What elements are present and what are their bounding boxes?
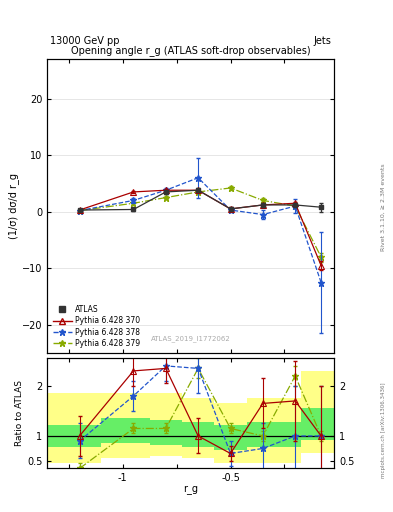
Bar — [101, 393, 150, 458]
Bar — [274, 422, 301, 447]
Bar — [274, 398, 301, 463]
Text: Rivet 3.1.10, ≥ 2.3M events: Rivet 3.1.10, ≥ 2.3M events — [381, 163, 386, 251]
Bar — [47, 393, 101, 463]
X-axis label: r_g: r_g — [183, 485, 198, 495]
Bar — [247, 422, 274, 447]
Text: 13000 GeV pp: 13000 GeV pp — [50, 36, 119, 46]
Bar — [182, 422, 214, 447]
Legend: ATLAS, Pythia 6.428 370, Pythia 6.428 378, Pythia 6.428 379: ATLAS, Pythia 6.428 370, Pythia 6.428 37… — [51, 304, 141, 350]
Bar — [101, 418, 150, 443]
Title: Opening angle r_g (ATLAS soft-drop observables): Opening angle r_g (ATLAS soft-drop obser… — [71, 46, 310, 56]
Bar — [301, 371, 334, 454]
Y-axis label: Ratio to ATLAS: Ratio to ATLAS — [15, 380, 24, 446]
Bar — [182, 398, 214, 458]
Bar — [150, 420, 182, 445]
Y-axis label: (1/σ) dσ/d r_g: (1/σ) dσ/d r_g — [8, 173, 19, 239]
Text: Jets: Jets — [313, 36, 331, 46]
Bar — [214, 403, 247, 463]
Text: ATLAS_2019_I1772062: ATLAS_2019_I1772062 — [151, 335, 230, 342]
Bar — [150, 393, 182, 456]
Text: mcplots.cern.ch [arXiv:1306.3436]: mcplots.cern.ch [arXiv:1306.3436] — [381, 382, 386, 478]
Bar — [301, 409, 334, 440]
Bar — [47, 425, 101, 447]
Bar — [214, 425, 247, 450]
Bar — [247, 398, 274, 463]
